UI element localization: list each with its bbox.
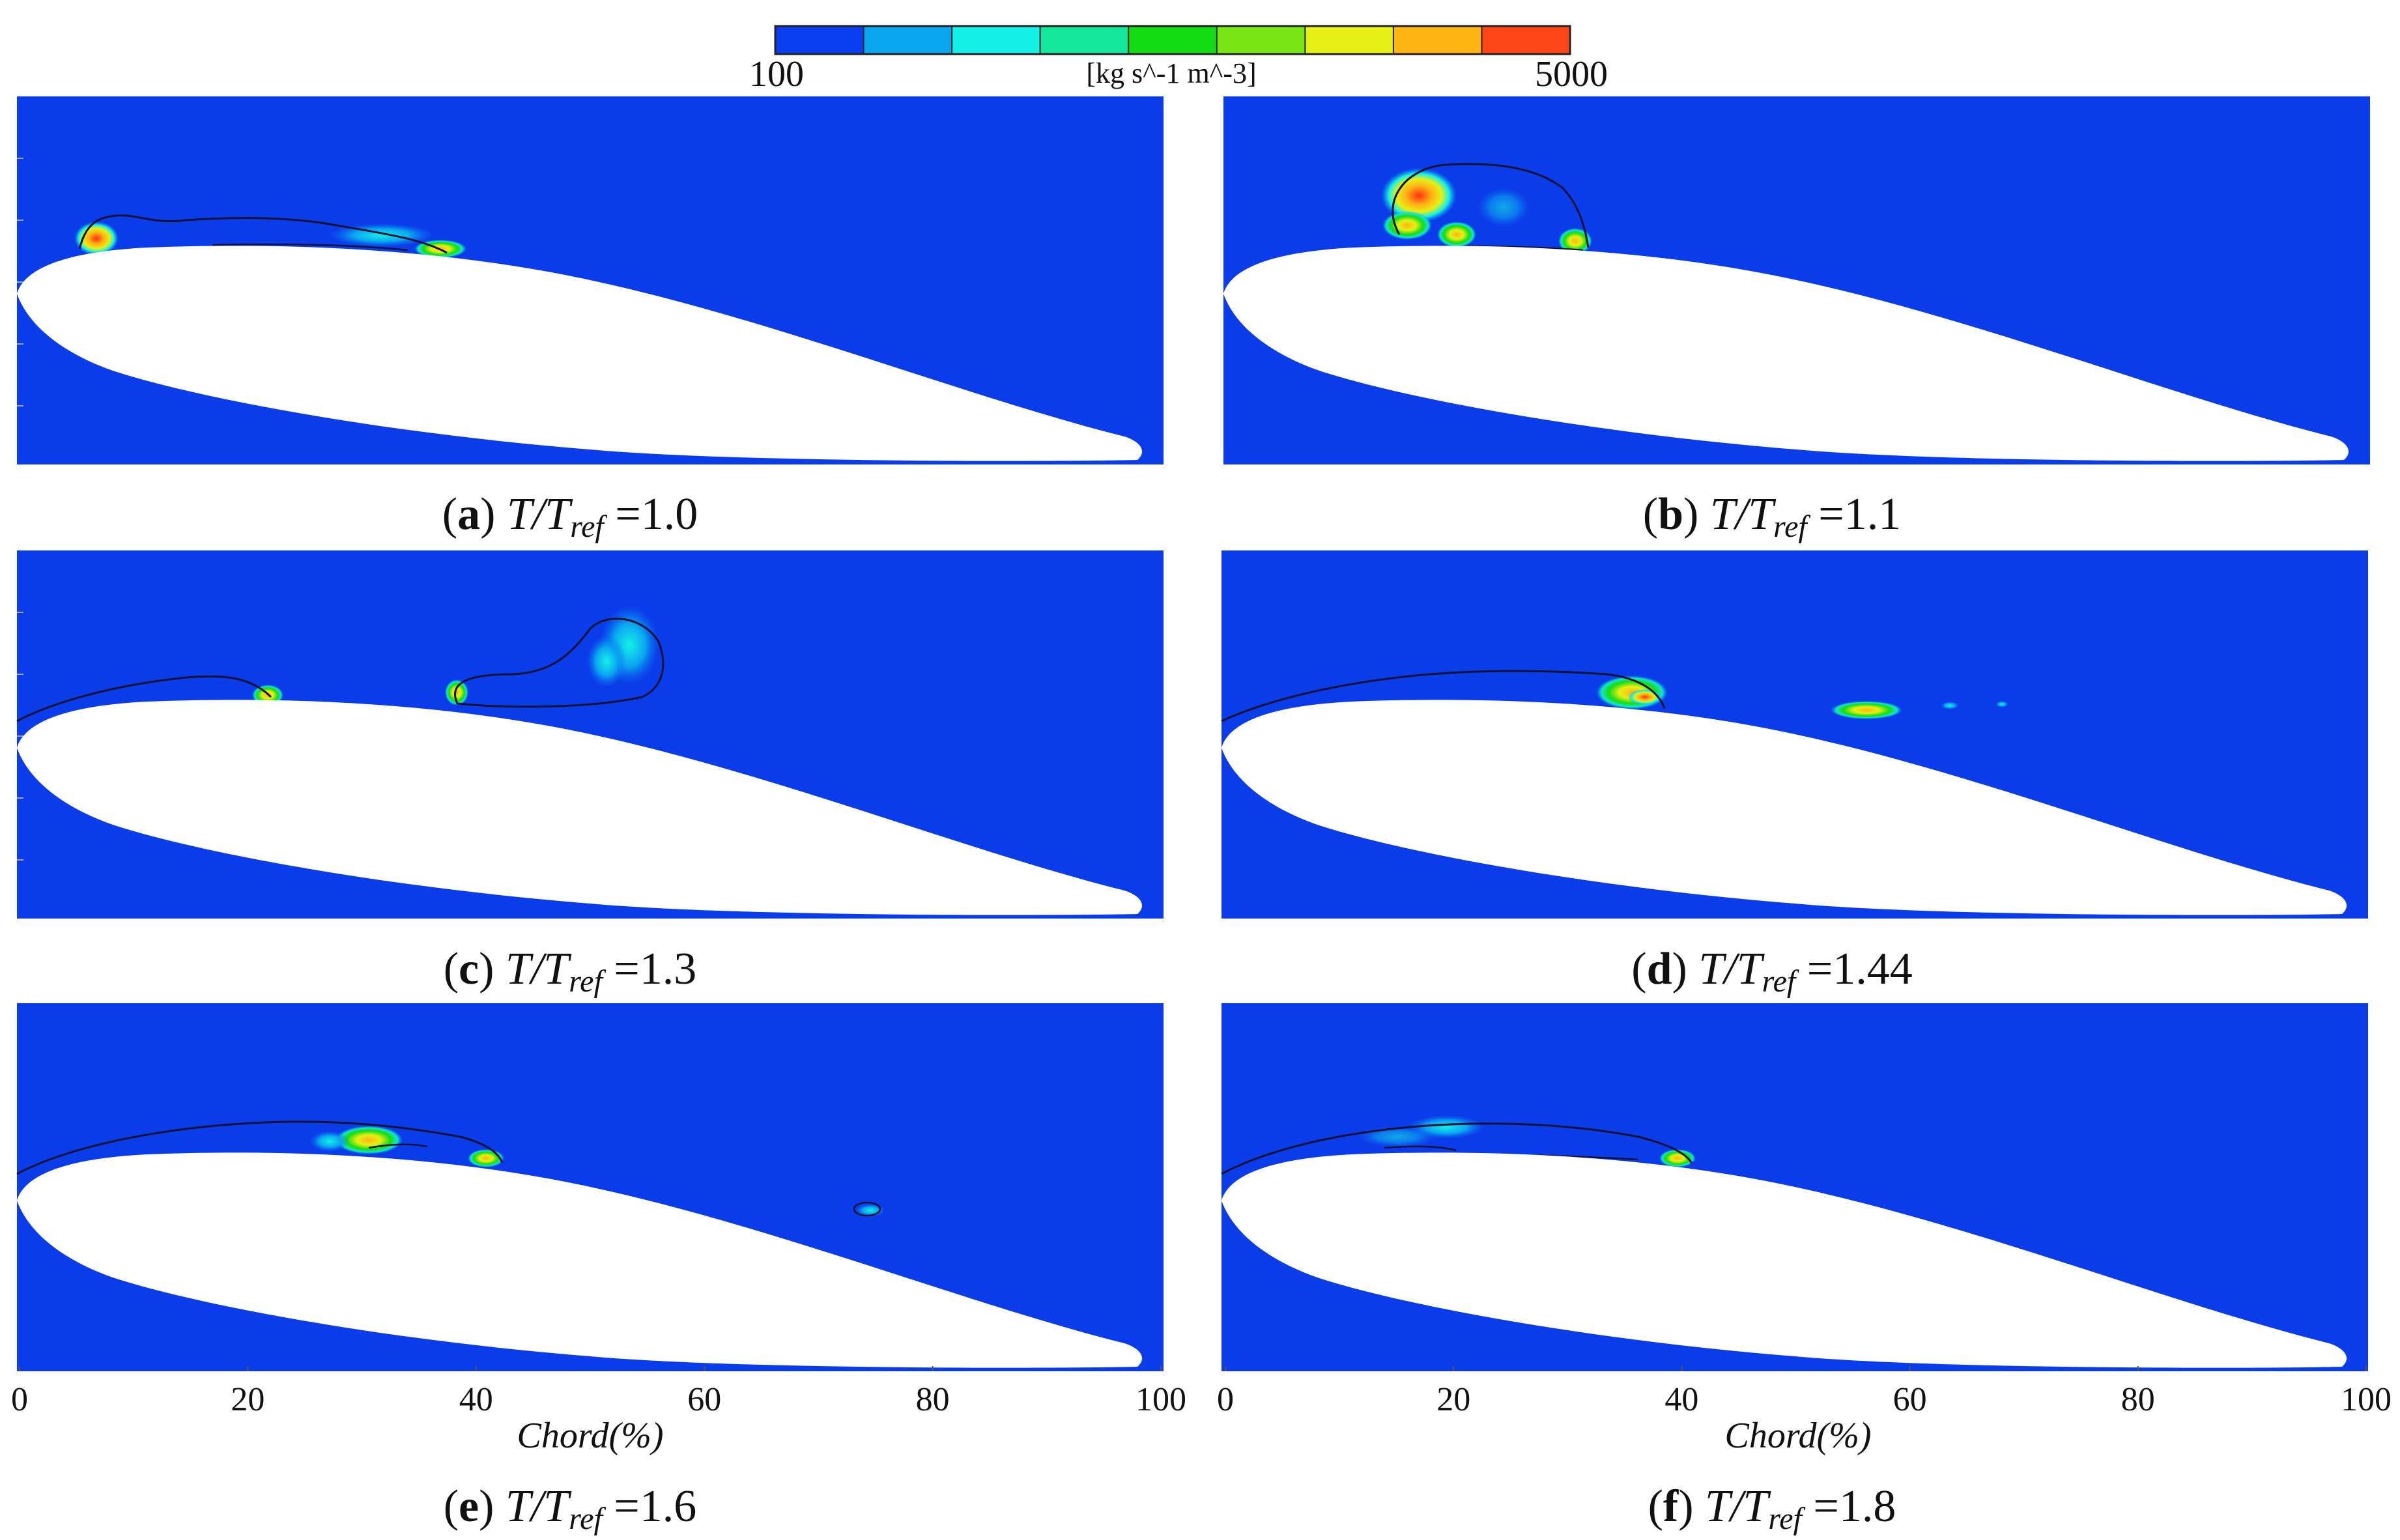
- panel-b-contour-line: [1392, 163, 1590, 248]
- colorbar-swatch: [951, 25, 1042, 55]
- panel-a-contour-line: [78, 214, 448, 254]
- panel-f-contour-line: [1221, 1122, 1693, 1175]
- colorbar-max-label: 5000: [1535, 54, 1608, 94]
- caption-part: (: [444, 944, 459, 994]
- x-axis-left: 0 20 40 60 80 100: [11, 1366, 1186, 1418]
- panel-b: [1223, 96, 2370, 464]
- panel-c: [16, 550, 1164, 919]
- caption-part: T/T: [1698, 944, 1765, 994]
- caption-part: =1.3: [603, 944, 696, 994]
- caption-part: ref: [570, 509, 607, 544]
- colorbar-swatch: [863, 25, 953, 55]
- colorbar-swatch: [1481, 25, 1571, 55]
- panel-f-cavitation-blobs: [1358, 1115, 1696, 1167]
- x-axis-tick-label: 0: [11, 1381, 28, 1418]
- panel-e-contour-line: [16, 1120, 504, 1175]
- caption-part: =1.44: [1795, 944, 1912, 994]
- x-axis-tick-label: 40: [459, 1381, 493, 1418]
- caption-part: ref: [1773, 509, 1810, 544]
- caption-part: f: [1663, 1481, 1679, 1532]
- caption-part: (: [1631, 944, 1646, 994]
- x-axis-tick-label: 80: [2121, 1381, 2155, 1418]
- panel-b-cavitation-blobs: [1381, 168, 1592, 254]
- panel-caption-b: (b) T/Tref =1.1: [1643, 489, 1901, 544]
- panel-d-contour-line: [1221, 670, 1666, 722]
- caption-part: ref: [1768, 1502, 1805, 1536]
- x-axis-tick-label: 80: [916, 1381, 950, 1418]
- x-axis-tick-label: 100: [1136, 1381, 1186, 1418]
- caption-part: ref: [1762, 964, 1799, 999]
- caption-part: T/T: [506, 944, 572, 994]
- panel-caption-a: (a) T/Tref =1.0: [442, 489, 698, 544]
- colorbar-swatch: [775, 25, 865, 55]
- caption-part: ref: [569, 964, 606, 999]
- caption-part: (: [444, 1481, 459, 1532]
- caption-part: a: [457, 489, 480, 539]
- caption-part: T/T: [1710, 489, 1777, 539]
- caption-part: =1.1: [1807, 489, 1901, 539]
- caption-part: ): [1672, 944, 1699, 994]
- panel-a-contour-inner: [212, 243, 408, 251]
- colorbar-unit-label: [kg s^-1 m^-3]: [1086, 57, 1256, 89]
- x-axis-right: 0 20 40 60 80 100: [1217, 1366, 2392, 1418]
- caption-part: c: [459, 944, 479, 994]
- caption-part: T/T: [507, 489, 573, 539]
- caption-part: =1.0: [604, 489, 698, 539]
- panel-d-cavitation-blobs: [1596, 676, 2008, 719]
- x-axis-tick-label: 40: [1664, 1381, 1698, 1418]
- caption-part: (: [442, 489, 457, 539]
- x-axis-tick-label: 60: [687, 1381, 721, 1418]
- colorbar-swatch: [1039, 25, 1130, 55]
- panel-e-contour-inner: [368, 1143, 428, 1149]
- caption-part: ref: [569, 1502, 606, 1536]
- caption-part: T/T: [506, 1481, 572, 1532]
- panel-caption-c: (c) T/Tref =1.3: [444, 944, 697, 999]
- panel-c-contour-bubble: [454, 618, 664, 708]
- caption-part: ): [480, 489, 507, 539]
- colorbar-swatch: [1304, 25, 1395, 55]
- colorbar: 100 [kg s^-1 m^-3] 5000: [749, 25, 1608, 94]
- panel-captions: (a) T/Tref =1.0 (b) T/Tref =1.1(c) T/Tref…: [442, 489, 1913, 1536]
- panel-caption-f: (f) T/Tref =1.8: [1648, 1481, 1896, 1536]
- panel-caption-d: (d) T/Tref =1.44: [1631, 944, 1912, 999]
- caption-part: ): [1683, 489, 1710, 539]
- panel-e-contour-small-loop: [853, 1201, 881, 1217]
- x-axis-tick-label: 20: [231, 1381, 264, 1418]
- colorbar-swatch: [1216, 25, 1306, 55]
- colorbar-swatch: [1128, 25, 1218, 55]
- x-axis-tick-label: 20: [1436, 1381, 1470, 1418]
- colorbar-swatches: [775, 25, 1571, 55]
- panel-a-axis-ticks: [17, 158, 23, 406]
- x-axis-label-left: Chord(%): [517, 1416, 663, 1456]
- caption-part: (: [1648, 1481, 1663, 1532]
- colorbar-swatch: [1392, 25, 1483, 55]
- x-axis-label-right: Chord(%): [1724, 1416, 1871, 1456]
- caption-part: b: [1658, 489, 1683, 539]
- panel-f: [1221, 1003, 2368, 1371]
- caption-part: =1.8: [1802, 1481, 1896, 1532]
- x-axis-tick-label: 60: [1893, 1381, 1927, 1418]
- caption-part: ): [479, 944, 506, 994]
- caption-part: =1.6: [603, 1481, 696, 1532]
- panel-c-axis-ticks: [17, 612, 23, 861]
- x-axis-tick-label: 100: [2341, 1381, 2392, 1418]
- caption-part: e: [459, 1481, 479, 1532]
- colorbar-frame: [774, 25, 1571, 55]
- caption-part: (: [1643, 489, 1658, 539]
- panel-caption-e: (e) T/Tref =1.6: [444, 1481, 697, 1536]
- panel-d: [1221, 550, 2368, 919]
- x-axis-tick-label: 0: [1217, 1381, 1234, 1418]
- caption-part: ): [1678, 1481, 1705, 1532]
- caption-part: d: [1647, 944, 1672, 994]
- panel-a: [17, 96, 1164, 464]
- panel-e: [16, 1003, 1164, 1371]
- panel-c-contour-line: [16, 675, 272, 722]
- caption-part: T/T: [1705, 1481, 1771, 1532]
- caption-part: ): [479, 1481, 506, 1532]
- colorbar-min-label: 100: [749, 54, 804, 94]
